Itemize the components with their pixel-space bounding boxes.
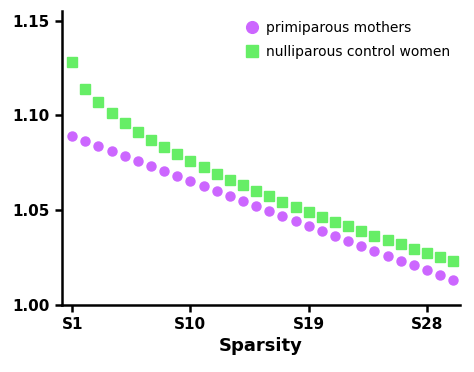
nulliparous control women xyxy=(306,210,311,214)
nulliparous control women xyxy=(319,215,325,219)
primiparous mothers xyxy=(358,243,364,248)
primiparous mothers xyxy=(135,159,141,163)
nulliparous control women xyxy=(227,177,233,182)
nulliparous control women xyxy=(424,251,430,255)
nulliparous control women xyxy=(253,189,259,193)
primiparous mothers xyxy=(424,268,430,273)
primiparous mothers xyxy=(292,218,298,223)
nulliparous control women xyxy=(109,111,114,116)
Line: primiparous mothers: primiparous mothers xyxy=(68,132,458,285)
primiparous mothers xyxy=(161,169,167,173)
primiparous mothers xyxy=(174,174,180,178)
nulliparous control women xyxy=(437,255,443,260)
nulliparous control women xyxy=(148,138,154,142)
primiparous mothers xyxy=(188,179,193,183)
nulliparous control women xyxy=(292,205,298,209)
primiparous mothers xyxy=(332,234,338,238)
primiparous mothers xyxy=(253,203,259,208)
primiparous mothers xyxy=(345,238,351,243)
nulliparous control women xyxy=(201,165,206,170)
primiparous mothers xyxy=(148,164,154,169)
primiparous mothers xyxy=(450,278,456,283)
primiparous mothers xyxy=(240,199,246,203)
primiparous mothers xyxy=(437,273,443,278)
Legend: primiparous mothers, nulliparous control women: primiparous mothers, nulliparous control… xyxy=(244,18,453,61)
nulliparous control women xyxy=(266,194,272,199)
nulliparous control women xyxy=(450,259,456,264)
nulliparous control women xyxy=(240,183,246,187)
primiparous mothers xyxy=(69,134,75,138)
primiparous mothers xyxy=(411,263,417,268)
Line: nulliparous control women: nulliparous control women xyxy=(68,58,458,266)
nulliparous control women xyxy=(345,224,351,229)
primiparous mothers xyxy=(227,194,233,198)
nulliparous control women xyxy=(122,121,128,125)
nulliparous control women xyxy=(82,87,88,91)
primiparous mothers xyxy=(214,189,219,193)
nulliparous control women xyxy=(69,60,75,65)
X-axis label: Sparsity: Sparsity xyxy=(219,337,302,355)
nulliparous control women xyxy=(174,152,180,157)
nulliparous control women xyxy=(161,145,167,150)
primiparous mothers xyxy=(109,149,114,153)
nulliparous control women xyxy=(280,199,285,204)
primiparous mothers xyxy=(201,184,206,188)
nulliparous control women xyxy=(385,238,391,242)
primiparous mothers xyxy=(398,258,403,263)
nulliparous control women xyxy=(96,100,101,105)
primiparous mothers xyxy=(306,224,311,228)
nulliparous control women xyxy=(214,171,219,176)
primiparous mothers xyxy=(266,209,272,213)
primiparous mothers xyxy=(372,248,377,253)
primiparous mothers xyxy=(96,144,101,148)
primiparous mothers xyxy=(319,228,325,233)
primiparous mothers xyxy=(385,253,391,258)
nulliparous control women xyxy=(135,129,141,134)
nulliparous control women xyxy=(398,242,403,247)
nulliparous control women xyxy=(358,229,364,233)
nulliparous control women xyxy=(372,233,377,238)
primiparous mothers xyxy=(280,214,285,218)
primiparous mothers xyxy=(82,139,88,144)
nulliparous control women xyxy=(188,159,193,163)
nulliparous control women xyxy=(411,247,417,251)
primiparous mothers xyxy=(122,154,128,158)
nulliparous control women xyxy=(332,219,338,224)
